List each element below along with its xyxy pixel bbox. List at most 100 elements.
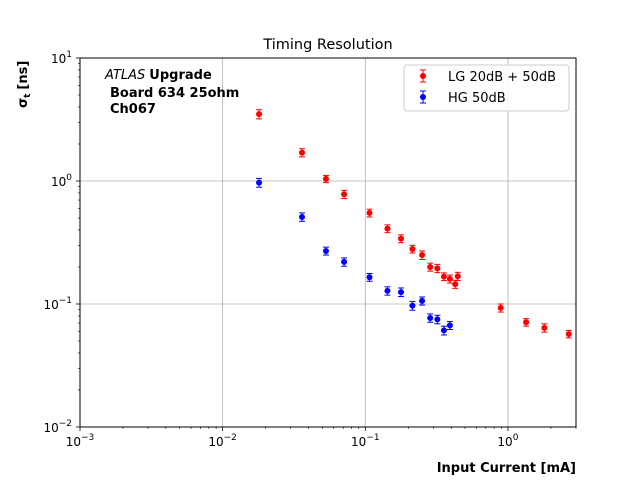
x-tick-label: 10−1 xyxy=(351,433,380,449)
marker xyxy=(366,274,373,281)
major-ticks xyxy=(76,57,509,431)
data-point xyxy=(341,257,348,267)
marker xyxy=(440,273,447,280)
minor-ticks xyxy=(78,63,577,429)
legend-box xyxy=(403,64,570,112)
marker xyxy=(384,225,391,232)
data-point xyxy=(384,224,391,234)
atlas-annotation: ATLAS Upgrade Board 634 25ohm Ch067 xyxy=(104,68,239,117)
data-point xyxy=(434,263,441,274)
y-axis-label-symbol: σ xyxy=(16,98,31,108)
marker xyxy=(299,149,306,156)
marker xyxy=(384,287,391,294)
data-point xyxy=(446,321,453,331)
data-point xyxy=(427,313,434,323)
data-point xyxy=(299,212,306,222)
data-point xyxy=(497,303,504,313)
board-label: Board 634 25ohm xyxy=(110,86,239,101)
data-point xyxy=(409,300,416,311)
y-tick-label: 10−1 xyxy=(43,296,72,312)
marker xyxy=(440,327,447,334)
marker xyxy=(419,297,426,304)
data-point xyxy=(299,148,306,158)
legend-marker-hg xyxy=(420,90,426,104)
y-tick-label: 101 xyxy=(51,50,72,66)
marker xyxy=(398,289,405,296)
data-point xyxy=(427,262,434,272)
marker xyxy=(409,302,416,309)
marker xyxy=(427,263,434,270)
x-axis-label: Input Current [mA] xyxy=(437,461,576,476)
marker xyxy=(366,209,373,216)
data-point xyxy=(384,286,391,296)
marker xyxy=(446,322,453,329)
x-tick-label: 10−2 xyxy=(208,433,237,449)
data-points xyxy=(256,109,572,339)
data-point xyxy=(523,318,530,327)
marker xyxy=(398,235,405,242)
series-lg xyxy=(256,109,572,339)
chart-title: Timing Resolution xyxy=(262,37,392,53)
data-point xyxy=(341,189,348,200)
data-point xyxy=(446,274,453,284)
marker xyxy=(523,319,530,326)
marker xyxy=(434,316,441,323)
atlas-label: ATLAS xyxy=(104,68,145,83)
legend-dot xyxy=(420,73,426,79)
series-hg xyxy=(256,177,453,336)
data-point xyxy=(440,325,447,336)
data-point xyxy=(541,323,548,333)
data-point xyxy=(322,246,329,256)
y-tick-labels: 10−2 10−1 100 101 xyxy=(43,50,72,435)
marker xyxy=(341,191,348,198)
x-tick-label: 100 xyxy=(497,433,518,449)
marker xyxy=(427,314,434,321)
y-axis-label: σt [ns] xyxy=(16,61,33,108)
y-tick-label: 100 xyxy=(51,173,72,189)
marker xyxy=(452,281,459,288)
marker xyxy=(497,304,504,311)
plot-frame xyxy=(79,57,577,428)
marker xyxy=(322,175,329,182)
y-axis-label-subscript: t xyxy=(23,93,33,98)
marker xyxy=(256,111,263,118)
marker xyxy=(409,245,416,252)
data-point xyxy=(398,234,405,244)
legend: LG 20dB + 50dB HG 50dB xyxy=(403,64,570,112)
atlas-upgrade-label: Upgrade xyxy=(149,68,212,83)
data-point xyxy=(256,177,263,188)
x-tick-label: 10−3 xyxy=(66,433,95,449)
legend-label-lg: LG 20dB + 50dB xyxy=(448,70,556,85)
data-point xyxy=(452,279,459,289)
x-tick-labels: 10−3 10−2 10−1 100 xyxy=(66,433,519,449)
marker xyxy=(341,258,348,265)
marker xyxy=(322,247,329,254)
data-point xyxy=(366,272,373,282)
data-point xyxy=(565,329,572,339)
data-point xyxy=(440,272,447,282)
data-point xyxy=(419,250,426,261)
marker xyxy=(446,275,453,282)
marker xyxy=(434,265,441,272)
marker xyxy=(256,179,263,186)
marker xyxy=(299,213,306,220)
data-point xyxy=(322,174,329,184)
data-point xyxy=(366,208,373,218)
marker xyxy=(565,331,572,338)
legend-label-hg: HG 50dB xyxy=(448,91,506,106)
marker xyxy=(419,252,426,259)
data-point xyxy=(419,296,426,306)
marker xyxy=(454,273,461,280)
data-point xyxy=(434,314,441,325)
data-point xyxy=(454,271,461,282)
data-point xyxy=(256,109,263,120)
marker xyxy=(541,324,548,331)
legend-dot xyxy=(420,94,426,100)
data-point xyxy=(409,244,416,254)
legend-marker-lg xyxy=(420,69,426,83)
y-axis-label-unit: [ns] xyxy=(16,61,31,90)
data-point xyxy=(398,287,405,298)
y-tick-label: 10−2 xyxy=(43,419,72,435)
